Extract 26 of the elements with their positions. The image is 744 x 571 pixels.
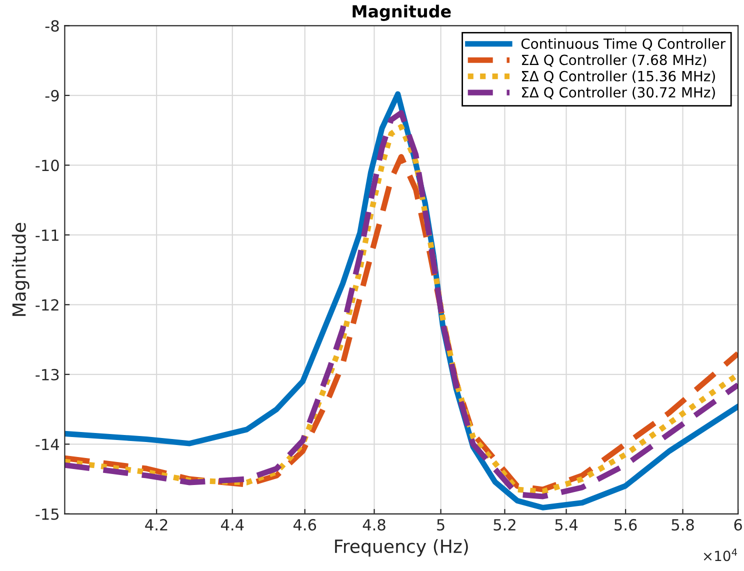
- y-tick-label: -12: [36, 299, 58, 310]
- y-tick-label: -11: [36, 230, 58, 241]
- x-tick-label: 6: [734, 519, 742, 531]
- y-tick-label: -14: [36, 438, 60, 450]
- x-tick-label: 5.6: [614, 519, 637, 531]
- x-tick-label: 4.2: [145, 519, 168, 530]
- x-tick-label: 4.6: [293, 519, 316, 531]
- legend-label: ΣΔ Q Controller (7.68 MHz): [522, 54, 706, 67]
- x-tick-label: 5: [437, 519, 444, 531]
- x-tick-label: 5.8: [672, 519, 694, 531]
- text: ×10$^{4}$: [704, 548, 738, 562]
- x-tick-label: 5.4: [555, 519, 578, 531]
- legend-label: ΣΔ Q Controller (15.36 MHz): [522, 70, 715, 84]
- x-axis-title: Frequency (Hz): [335, 539, 468, 557]
- y-axis-title: Magnitude: [12, 222, 30, 316]
- x-tick-label: 4.8: [362, 519, 386, 531]
- x-tick-label: 5.2: [494, 519, 516, 531]
- legend-label: ΣΔ Q Controller (30.72 MHz): [522, 86, 715, 100]
- y-tick-label: -8: [45, 20, 59, 32]
- y-tick-label: -13: [36, 368, 59, 380]
- y-tick-label: -15: [36, 508, 59, 520]
- chart-title: Magnitude: [352, 4, 451, 21]
- legend-label: Continuous Time Q Controller: [521, 38, 726, 51]
- y-tick-label: -9: [45, 90, 59, 102]
- x-tick-label: 4.4: [220, 519, 244, 530]
- y-tick-label: -10: [36, 160, 59, 172]
